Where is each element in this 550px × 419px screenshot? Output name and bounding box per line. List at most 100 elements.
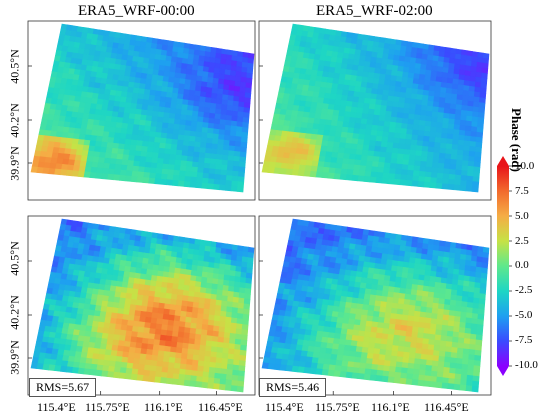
heatmap-cell xyxy=(124,138,132,146)
heatmap-cell xyxy=(118,340,126,347)
heatmap-cell xyxy=(370,369,378,376)
heatmap-cell xyxy=(178,373,186,381)
heatmap-cell xyxy=(423,130,431,138)
heatmap-cell xyxy=(153,142,161,149)
heatmap-cell xyxy=(154,178,162,185)
heatmap-cell xyxy=(161,366,169,374)
heatmap-cell xyxy=(395,163,403,170)
heatmap-cell xyxy=(225,175,233,182)
heatmap-cell xyxy=(233,150,241,158)
heatmap-cell xyxy=(368,145,376,152)
heatmap-cell xyxy=(338,344,346,351)
heatmap-cell xyxy=(194,136,202,143)
heatmap-cell xyxy=(220,368,228,375)
heatmap-cell xyxy=(353,324,361,332)
heatmap-cell xyxy=(336,157,344,165)
heatmap-cell xyxy=(434,142,442,149)
heatmap-cell xyxy=(175,149,183,156)
heatmap-cell xyxy=(397,153,405,160)
heatmap-cell xyxy=(418,171,427,178)
heatmap-cell xyxy=(376,130,384,138)
heatmap-cell xyxy=(453,184,461,191)
heatmap-cell xyxy=(358,133,366,141)
heatmap-cell xyxy=(191,364,199,372)
heatmap-cell xyxy=(405,133,413,141)
x-tick-label-left-4: 116.45°E xyxy=(198,400,243,414)
heatmap-cell xyxy=(341,360,349,368)
heatmap-cell xyxy=(465,385,473,392)
heatmap-cell xyxy=(146,110,154,117)
heatmap-cell xyxy=(400,367,409,374)
heatmap-cell xyxy=(238,370,245,377)
heatmap-cell xyxy=(448,173,456,181)
heatmap-cell xyxy=(168,159,176,166)
y-tick-label-top-1: 40.5°N xyxy=(7,49,22,84)
heatmap-cell xyxy=(184,374,192,382)
heatmap-cell xyxy=(150,162,158,169)
heatmap-cell xyxy=(462,155,470,162)
heatmap-cell xyxy=(138,166,146,173)
heatmap-cell xyxy=(222,144,230,152)
heatmap-cell xyxy=(131,331,139,338)
heatmap-cell xyxy=(394,173,402,181)
heatmap-cell xyxy=(402,159,410,166)
heatmap-cell xyxy=(435,381,443,389)
heatmap-cell xyxy=(346,366,354,374)
heatmap-cell xyxy=(424,125,432,133)
heatmap-cell xyxy=(393,137,401,145)
heatmap-cell xyxy=(418,369,427,376)
heatmap-cell xyxy=(357,373,366,380)
heatmap-cell xyxy=(334,365,343,372)
heatmap-cell xyxy=(233,160,240,168)
heatmap-cell xyxy=(430,370,438,378)
heatmap-cell xyxy=(138,124,146,132)
heatmap-cell xyxy=(356,340,364,348)
heatmap-cell xyxy=(178,124,186,131)
heatmap-cell xyxy=(466,374,474,382)
heatmap-cell xyxy=(170,341,178,348)
heatmap-cell xyxy=(401,164,409,171)
heatmap-cell xyxy=(144,364,152,372)
heatmap-cell xyxy=(225,384,232,392)
heatmap-cell xyxy=(369,374,378,382)
heatmap-cell xyxy=(231,380,239,387)
heatmap-cell xyxy=(377,166,385,174)
heatmap-cell xyxy=(417,135,425,142)
heatmap-cell xyxy=(347,164,355,171)
heatmap-cell xyxy=(348,153,357,161)
heatmap-cell xyxy=(434,137,442,144)
heatmap-cell xyxy=(431,167,439,174)
heatmap-cell xyxy=(431,162,439,169)
heatmap-cell xyxy=(205,142,213,150)
heatmap-cell xyxy=(182,140,190,147)
heatmap-cell xyxy=(110,153,118,160)
heatmap-cell xyxy=(466,175,474,182)
heatmap-cell xyxy=(230,385,238,392)
heatmap-cell xyxy=(208,372,216,379)
heatmap-cell xyxy=(199,147,207,154)
heatmap-cell xyxy=(181,150,189,157)
heatmap-cell xyxy=(125,133,133,141)
heatmap-cell xyxy=(391,350,399,357)
heatmap-cell xyxy=(466,170,474,177)
heatmap-cell xyxy=(364,368,372,376)
heatmap-cell xyxy=(365,363,373,370)
panel-2 xyxy=(258,20,492,201)
heatmap-cell xyxy=(460,180,468,187)
heatmap-cell xyxy=(448,377,456,385)
heatmap-cell xyxy=(364,325,373,333)
heatmap-cell xyxy=(474,146,482,153)
heatmap-cell xyxy=(114,164,123,171)
heatmap-cell xyxy=(166,372,174,380)
heatmap-cell xyxy=(220,174,228,181)
colorbar-gradient xyxy=(497,166,509,366)
heatmap-cell xyxy=(428,141,436,148)
heatmap-cell xyxy=(440,137,448,145)
heatmap-cell xyxy=(460,175,468,182)
heatmap-cell xyxy=(408,154,417,162)
heatmap-cell xyxy=(467,160,475,168)
heatmap-cell xyxy=(131,129,140,136)
heatmap-cell xyxy=(155,173,163,180)
heatmap-cell xyxy=(343,344,352,352)
heatmap-cell xyxy=(428,136,436,143)
